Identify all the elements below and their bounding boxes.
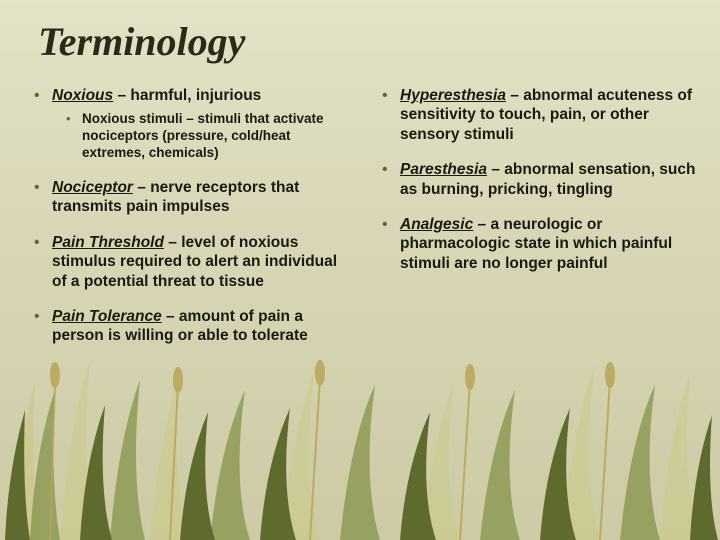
term: Pain Threshold (52, 234, 164, 251)
content-columns: Noxious – harmful, injurious Noxious sti… (30, 86, 696, 362)
bullet-hyperesthesia: Hyperesthesia – abnormal acuteness of se… (378, 86, 696, 144)
sub-bullet: Noxious stimuli – stimuli that activate … (52, 111, 348, 162)
slide-title: Terminology (38, 18, 245, 65)
term: Hyperesthesia (400, 87, 506, 104)
bullet-pain-tolerance: Pain Tolerance – amount of pain a person… (30, 307, 348, 346)
bullet-noxious: Noxious – harmful, injurious Noxious sti… (30, 86, 348, 162)
left-list: Noxious – harmful, injurious Noxious sti… (30, 86, 348, 346)
right-list: Hyperesthesia – abnormal acuteness of se… (378, 86, 696, 273)
bullet-pain-threshold: Pain Threshold – level of noxious stimul… (30, 233, 348, 291)
bullet-analgesic: Analgesic – a neurologic or pharmacologi… (378, 215, 696, 273)
definition: – harmful, injurious (113, 87, 261, 104)
term: Paresthesia (400, 161, 487, 178)
bullet-paresthesia: Paresthesia – abnormal sensation, such a… (378, 160, 696, 199)
slide: Terminology Noxious – harmful, injurious… (0, 0, 720, 540)
term: Pain Tolerance (52, 308, 162, 325)
term: Nociceptor (52, 179, 133, 196)
bullet-nociceptor: Nociceptor – nerve receptors that transm… (30, 178, 348, 217)
right-column: Hyperesthesia – abnormal acuteness of se… (378, 86, 696, 362)
left-column: Noxious – harmful, injurious Noxious sti… (30, 86, 348, 362)
term: Analgesic (400, 216, 473, 233)
sub-list: Noxious stimuli – stimuli that activate … (52, 111, 348, 162)
term: Noxious (52, 87, 113, 104)
